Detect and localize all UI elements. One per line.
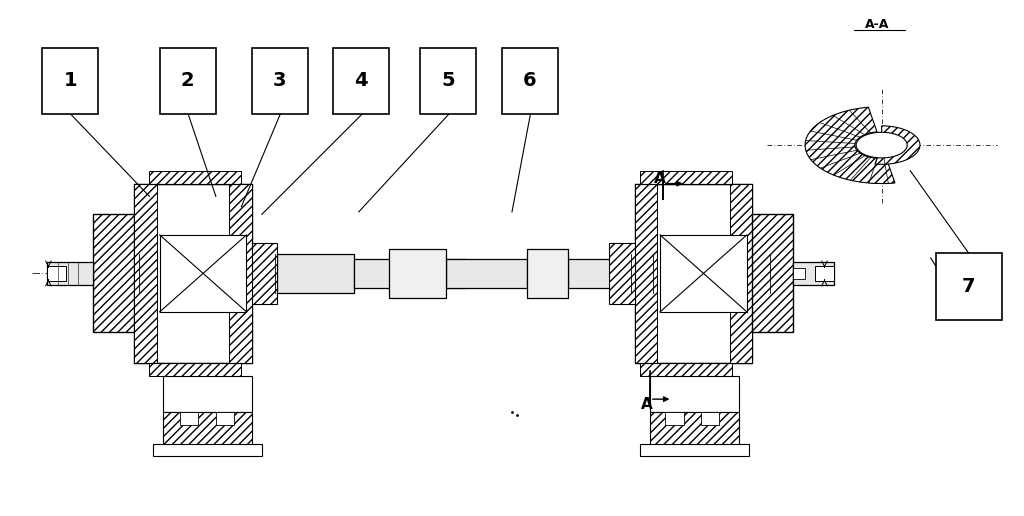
- Bar: [445, 259, 527, 288]
- Bar: [333, 47, 389, 115]
- Text: A: A: [641, 397, 652, 412]
- Bar: [635, 184, 752, 363]
- Text: 7: 7: [963, 277, 976, 296]
- Bar: [153, 444, 262, 456]
- Bar: [568, 259, 635, 288]
- Bar: [502, 47, 558, 115]
- Bar: [134, 184, 157, 363]
- Bar: [150, 363, 242, 376]
- Bar: [420, 47, 476, 115]
- Bar: [47, 266, 66, 281]
- Bar: [229, 184, 252, 363]
- Bar: [93, 214, 134, 332]
- Text: 3: 3: [273, 71, 287, 90]
- Text: 1: 1: [63, 71, 77, 90]
- Bar: [635, 184, 657, 363]
- Bar: [389, 249, 445, 298]
- Bar: [47, 262, 93, 285]
- Bar: [278, 254, 353, 293]
- Bar: [150, 171, 242, 184]
- Text: 5: 5: [441, 71, 455, 90]
- Bar: [650, 376, 738, 412]
- Text: A-A: A-A: [865, 18, 890, 31]
- Bar: [729, 184, 752, 363]
- Circle shape: [856, 132, 907, 158]
- Bar: [640, 444, 749, 456]
- Wedge shape: [805, 107, 895, 184]
- Bar: [650, 412, 738, 445]
- Bar: [160, 235, 247, 312]
- Bar: [42, 47, 98, 115]
- Bar: [815, 266, 834, 281]
- Bar: [609, 243, 635, 304]
- Bar: [640, 363, 731, 376]
- Bar: [216, 412, 234, 425]
- Text: 4: 4: [354, 71, 369, 90]
- Text: A: A: [654, 171, 666, 186]
- Bar: [134, 184, 252, 363]
- Bar: [163, 412, 252, 445]
- Bar: [660, 235, 746, 312]
- Bar: [666, 412, 684, 425]
- Bar: [527, 249, 568, 298]
- Bar: [180, 412, 199, 425]
- Bar: [793, 268, 805, 279]
- Bar: [353, 259, 466, 288]
- Text: 2: 2: [181, 71, 195, 90]
- Bar: [252, 243, 278, 304]
- Bar: [752, 214, 793, 332]
- Bar: [160, 47, 216, 115]
- Text: 6: 6: [523, 71, 537, 90]
- Bar: [252, 47, 308, 115]
- Bar: [793, 262, 834, 285]
- Bar: [936, 253, 1002, 319]
- Wedge shape: [876, 126, 920, 164]
- Bar: [700, 412, 719, 425]
- Bar: [640, 171, 731, 184]
- Bar: [163, 376, 252, 412]
